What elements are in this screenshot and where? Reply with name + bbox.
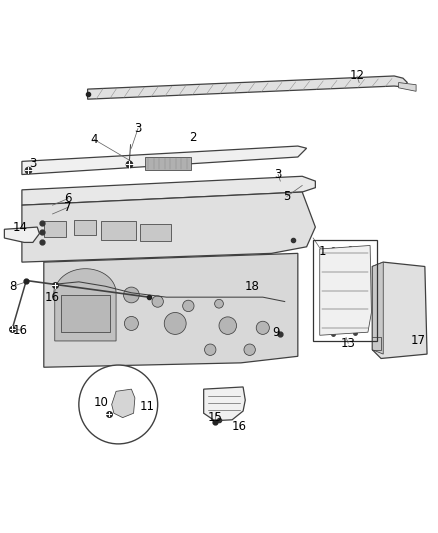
Polygon shape bbox=[22, 146, 307, 174]
Text: 3: 3 bbox=[134, 122, 141, 135]
Circle shape bbox=[124, 287, 139, 303]
Polygon shape bbox=[112, 389, 135, 418]
Polygon shape bbox=[44, 253, 298, 367]
Bar bbox=[140, 223, 171, 241]
Text: 3: 3 bbox=[29, 157, 36, 170]
Ellipse shape bbox=[96, 226, 123, 237]
Text: 13: 13 bbox=[341, 337, 356, 350]
Text: 14: 14 bbox=[12, 221, 27, 233]
Polygon shape bbox=[22, 192, 315, 262]
Text: 16: 16 bbox=[12, 324, 27, 336]
Polygon shape bbox=[320, 246, 371, 335]
Text: 17: 17 bbox=[411, 335, 426, 348]
Polygon shape bbox=[88, 76, 407, 99]
Polygon shape bbox=[372, 262, 427, 359]
Bar bbox=[61, 295, 110, 332]
Circle shape bbox=[183, 300, 194, 312]
Bar bbox=[74, 220, 96, 235]
Text: 15: 15 bbox=[207, 411, 222, 424]
Circle shape bbox=[244, 344, 255, 356]
Polygon shape bbox=[372, 262, 383, 354]
Circle shape bbox=[164, 312, 186, 334]
Text: 3: 3 bbox=[275, 168, 282, 181]
Circle shape bbox=[256, 321, 269, 334]
Text: 16: 16 bbox=[45, 290, 60, 304]
Text: 10: 10 bbox=[93, 396, 108, 409]
Circle shape bbox=[215, 300, 223, 308]
Text: 18: 18 bbox=[244, 280, 259, 293]
Polygon shape bbox=[22, 176, 315, 205]
Text: 11: 11 bbox=[139, 400, 154, 413]
Polygon shape bbox=[55, 269, 116, 341]
Bar bbox=[101, 221, 136, 240]
Circle shape bbox=[124, 317, 138, 330]
Text: 5: 5 bbox=[283, 190, 290, 203]
Text: 9: 9 bbox=[272, 326, 280, 338]
Text: 12: 12 bbox=[350, 69, 364, 83]
Circle shape bbox=[219, 317, 237, 334]
Circle shape bbox=[79, 365, 158, 444]
Polygon shape bbox=[204, 387, 245, 421]
Polygon shape bbox=[399, 83, 416, 91]
Ellipse shape bbox=[138, 229, 160, 238]
Bar bbox=[44, 221, 66, 237]
Text: 6: 6 bbox=[64, 192, 72, 205]
Circle shape bbox=[205, 344, 216, 356]
Text: 16: 16 bbox=[231, 420, 246, 433]
Text: 1: 1 bbox=[318, 245, 326, 257]
Text: 7: 7 bbox=[64, 201, 72, 214]
Circle shape bbox=[152, 296, 163, 307]
Text: 4: 4 bbox=[90, 133, 98, 146]
Polygon shape bbox=[4, 227, 39, 243]
Bar bbox=[313, 240, 377, 341]
Text: 8: 8 bbox=[10, 280, 17, 293]
Text: 2: 2 bbox=[189, 131, 197, 144]
Bar bbox=[145, 157, 191, 170]
